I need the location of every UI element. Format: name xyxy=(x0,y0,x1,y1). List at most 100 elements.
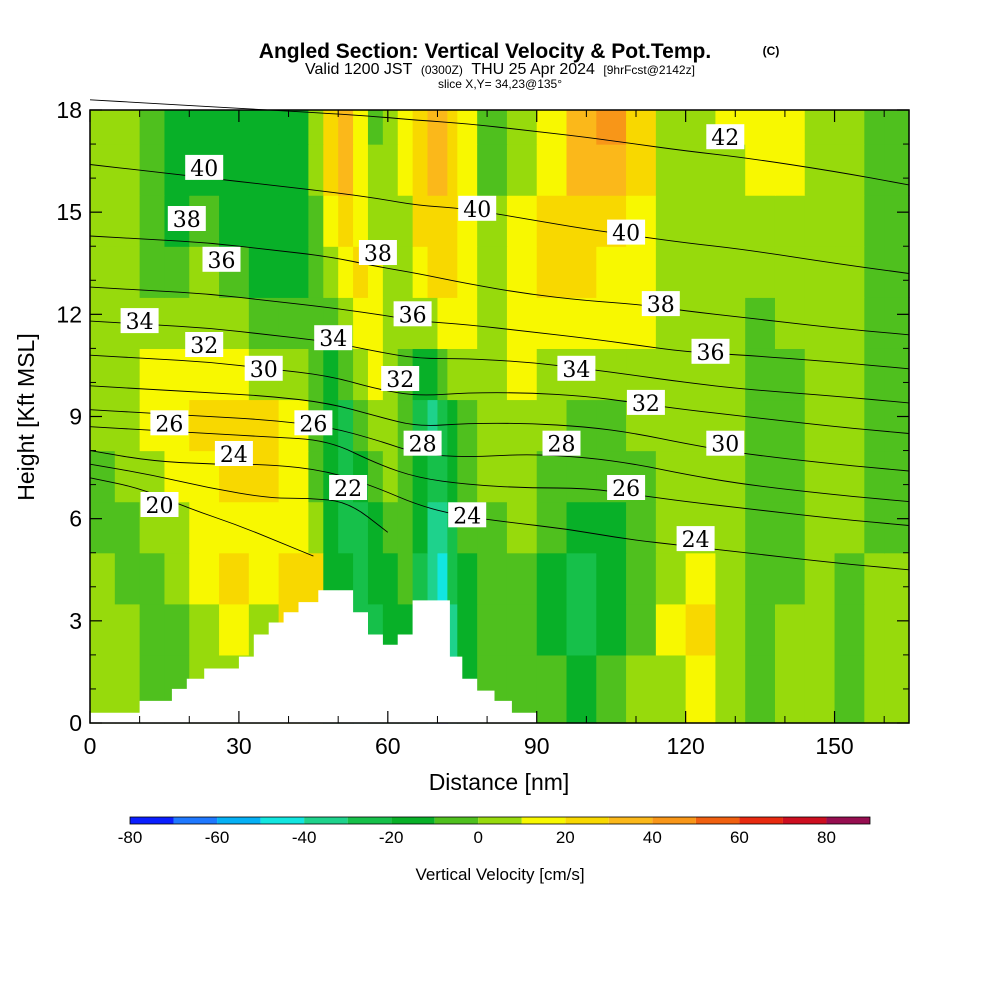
velocity-cell xyxy=(715,246,746,298)
isotherm-label: 34 xyxy=(557,355,596,383)
velocity-cell xyxy=(536,110,568,145)
velocity-cell xyxy=(774,654,806,724)
velocity-cell xyxy=(447,110,458,145)
isotherm-label-text: 24 xyxy=(453,504,481,529)
colorbar-swatch xyxy=(478,817,522,824)
velocity-cell xyxy=(536,246,568,298)
velocity-cell xyxy=(323,144,339,196)
colorbar-swatch xyxy=(739,817,783,824)
velocity-cell xyxy=(412,501,429,554)
velocity-cell xyxy=(437,450,448,503)
velocity-cell xyxy=(506,246,538,298)
velocity-cell xyxy=(864,297,885,349)
isotherm-label-bg xyxy=(607,475,646,500)
velocity-cell xyxy=(457,450,478,503)
velocity-cell xyxy=(804,246,836,298)
velocity-cell xyxy=(447,246,458,298)
velocity-cell xyxy=(596,348,627,401)
colorbar-tick-label: 20 xyxy=(556,828,575,847)
isotherm-label-bg xyxy=(314,325,353,351)
velocity-cell xyxy=(626,501,657,554)
velocity-cell xyxy=(566,450,597,503)
forecast-label: [9hrFcst@2142z] xyxy=(603,63,695,77)
y-tick-label: 18 xyxy=(56,97,82,123)
velocity-cell xyxy=(248,552,280,605)
velocity-cell xyxy=(834,195,865,247)
colorbar-swatch xyxy=(826,817,870,824)
velocity-cell xyxy=(90,450,116,503)
velocity-cell xyxy=(219,144,250,196)
velocity-cell xyxy=(397,501,414,554)
isotherm-label: 24 xyxy=(676,526,715,553)
velocity-cell xyxy=(382,450,399,503)
isotherm-label-text: 40 xyxy=(612,222,640,247)
velocity-cell xyxy=(323,501,339,554)
isotherm-label-text: 26 xyxy=(155,412,183,437)
velocity-cell xyxy=(412,144,429,196)
velocity-cell xyxy=(367,399,384,452)
velocity-cell xyxy=(834,348,865,401)
x-tick-label: 120 xyxy=(666,733,704,759)
velocity-cell xyxy=(685,654,717,724)
isotherm-label-text: 40 xyxy=(463,198,491,223)
velocity-cell xyxy=(884,110,910,145)
velocity-cell xyxy=(536,654,568,724)
isotherm-label: 26 xyxy=(150,410,189,437)
velocity-cell xyxy=(774,246,806,298)
velocity-cell xyxy=(278,297,309,349)
x-tick-label: 60 xyxy=(375,733,401,759)
isotherm-label-text: 36 xyxy=(399,303,427,328)
isotherm-label-bg xyxy=(676,526,715,552)
isotherm-label-bg xyxy=(557,355,596,381)
velocity-cell xyxy=(114,399,141,452)
velocity-cell xyxy=(308,144,324,196)
velocity-cell xyxy=(139,246,166,298)
velocity-cell xyxy=(338,144,354,196)
velocity-cell xyxy=(447,144,458,196)
velocity-cell xyxy=(536,450,568,503)
velocity-cell xyxy=(715,144,746,196)
velocity-cell xyxy=(804,297,836,349)
velocity-cell xyxy=(566,195,597,247)
velocity-cell xyxy=(353,297,369,349)
velocity-cell xyxy=(90,501,116,554)
velocity-cell xyxy=(884,450,910,503)
velocity-cell xyxy=(804,195,836,247)
terrain-profile xyxy=(90,590,909,723)
velocity-cell xyxy=(437,195,448,247)
velocity-cell xyxy=(139,195,166,247)
velocity-cell xyxy=(864,246,885,298)
velocity-cell xyxy=(477,552,508,605)
valid-utc: (0300Z) xyxy=(421,63,463,77)
velocity-cell xyxy=(427,450,439,503)
x-tick-label: 150 xyxy=(815,733,853,759)
velocity-cell xyxy=(596,552,627,605)
velocity-cell xyxy=(353,195,369,247)
velocity-cell xyxy=(804,348,836,401)
velocity-cell xyxy=(90,110,116,145)
plot-area: 40 38 36 34 32 30 26 24 20 26 34 22 38 36 32 28 24 40 40 34… xyxy=(89,99,910,724)
velocity-cell xyxy=(447,552,458,605)
velocity-cell xyxy=(139,552,166,605)
isotherm-labels: 40 38 36 34 32 30 26 24 20 26 34 22 38 36 32 28 24 40 40 34… xyxy=(120,124,745,553)
isotherm-label-bg xyxy=(140,492,179,517)
velocity-cell xyxy=(427,144,439,196)
colorbar-label: Vertical Velocity [cm/s] xyxy=(415,865,584,884)
y-tick-label: 12 xyxy=(56,301,82,327)
velocity-cell xyxy=(655,144,687,196)
isotherm-label: 36 xyxy=(393,301,432,328)
isotherm-28 xyxy=(89,409,910,503)
velocity-cell xyxy=(219,110,250,145)
isotherm-label: 26 xyxy=(607,475,646,502)
velocity-cell xyxy=(745,399,776,452)
velocity-cell xyxy=(367,110,384,145)
colorbar-swatch xyxy=(217,817,261,824)
isotherm-label-bg xyxy=(641,291,680,317)
isotherm-label-bg xyxy=(244,355,283,381)
isotherm-label-text: 32 xyxy=(190,334,218,359)
velocity-cell xyxy=(353,110,369,145)
velocity-cell xyxy=(506,195,538,247)
velocity-cell xyxy=(248,246,280,298)
isotherm-24 xyxy=(89,450,910,571)
isotherm-label-text: 34 xyxy=(562,358,590,383)
